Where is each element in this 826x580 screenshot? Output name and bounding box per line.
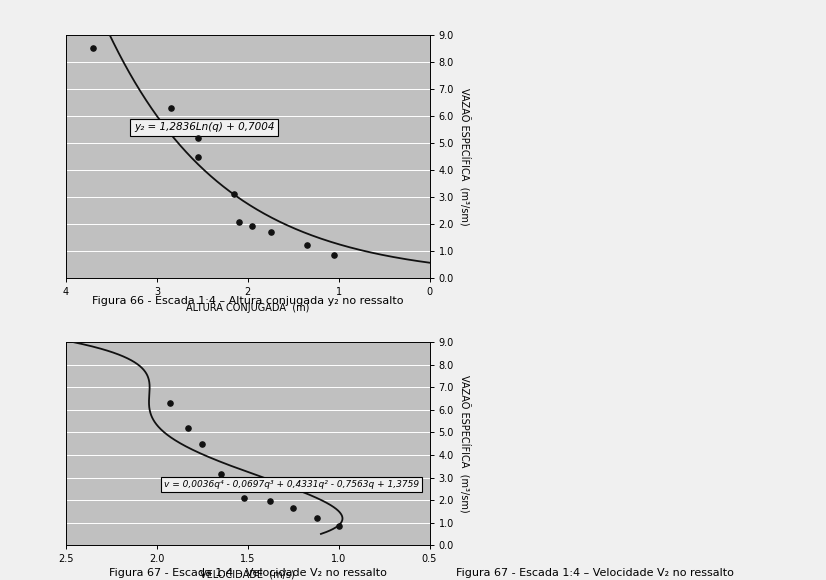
Point <box>214 470 227 479</box>
Point <box>192 152 205 161</box>
Text: y₂ = 1,2836Ln(q) + 0,7004: y₂ = 1,2836Ln(q) + 0,7004 <box>134 122 274 132</box>
Text: Figura 66 - Escada 1:4 – Altura conjugada y₂ no ressalto: Figura 66 - Escada 1:4 – Altura conjugad… <box>92 296 404 306</box>
Point <box>238 493 251 502</box>
Point <box>327 250 341 259</box>
Point <box>164 103 178 113</box>
Point <box>311 513 324 523</box>
Point <box>192 133 205 142</box>
Point <box>228 190 241 199</box>
Point <box>163 398 176 408</box>
Point <box>332 521 345 530</box>
Text: Figura 67 - Escada 1:4 – Velocidade V₂ no ressalto: Figura 67 - Escada 1:4 – Velocidade V₂ n… <box>456 568 733 578</box>
X-axis label: ALTURA CONJUGADA  (m): ALTURA CONJUGADA (m) <box>186 303 310 313</box>
Point <box>301 240 314 249</box>
X-axis label: VELOCIDADE  (m/s): VELOCIDADE (m/s) <box>201 570 295 580</box>
Text: Figura 67 - Escada 1:4 – Velocidade V₂ no ressalto: Figura 67 - Escada 1:4 – Velocidade V₂ n… <box>109 568 387 578</box>
Point <box>87 44 100 53</box>
Point <box>246 221 259 230</box>
Y-axis label: VAZAÕ ESPECÍFICA  (m³/sm): VAZAÕ ESPECÍFICA (m³/sm) <box>459 375 471 513</box>
Y-axis label: VAZAÕ ESPECÍFICA  (m³/sm): VAZAÕ ESPECÍFICA (m³/sm) <box>459 88 471 226</box>
Point <box>264 228 278 237</box>
Point <box>196 439 209 448</box>
Point <box>181 423 194 433</box>
Point <box>232 217 245 226</box>
Point <box>287 503 300 513</box>
Point <box>263 496 276 506</box>
Text: v = 0,0036q⁴ - 0,0697q³ + 0,4331q² - 0,7563q + 1,3759: v = 0,0036q⁴ - 0,0697q³ + 0,4331q² - 0,7… <box>164 480 419 489</box>
